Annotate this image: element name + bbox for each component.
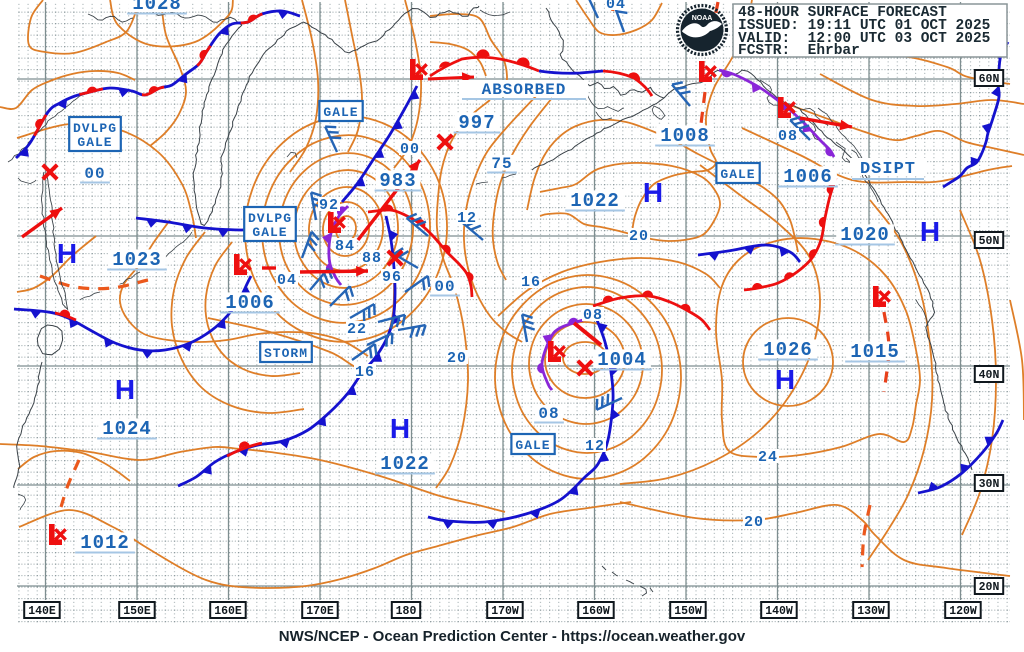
svg-text:997: 997 — [458, 112, 495, 134]
svg-text:24: 24 — [758, 449, 778, 466]
svg-text:H: H — [775, 364, 795, 395]
svg-text:04: 04 — [606, 0, 626, 13]
svg-text:H: H — [115, 374, 135, 405]
svg-text:140W: 140W — [765, 605, 793, 618]
svg-text:1020: 1020 — [840, 224, 890, 246]
svg-text:180: 180 — [396, 605, 417, 618]
svg-text:GALE: GALE — [720, 167, 755, 182]
svg-text:ISSUED: 19:11 UTC 01 OCT 2025: ISSUED: 19:11 UTC 01 OCT 2025 — [738, 18, 990, 34]
svg-text:12: 12 — [585, 438, 605, 455]
svg-text:1022: 1022 — [380, 453, 430, 475]
svg-text:75: 75 — [491, 155, 512, 173]
svg-text:00: 00 — [400, 141, 420, 158]
svg-text:FCSTR: Ehrbar: FCSTR: Ehrbar — [738, 43, 860, 59]
svg-text:08: 08 — [583, 307, 603, 324]
svg-text:GALE: GALE — [323, 105, 358, 120]
svg-text:GALE: GALE — [515, 438, 550, 453]
svg-text:NWS/NCEP - Ocean Prediction Ce: NWS/NCEP - Ocean Prediction Center - htt… — [279, 628, 746, 645]
svg-text:H: H — [57, 238, 77, 269]
svg-text:00: 00 — [84, 165, 105, 183]
svg-text:150E: 150E — [123, 605, 151, 618]
svg-text:DVLPG: DVLPG — [73, 121, 117, 136]
svg-text:48-HOUR SURFACE FORECAST: 48-HOUR SURFACE FORECAST — [738, 5, 947, 21]
svg-text:1023: 1023 — [112, 249, 162, 271]
svg-text:04: 04 — [277, 272, 297, 289]
svg-text:1012: 1012 — [80, 532, 130, 554]
svg-text:130W: 130W — [857, 605, 885, 618]
svg-text:120W: 120W — [949, 605, 977, 618]
svg-text:170W: 170W — [491, 605, 519, 618]
svg-text:1024: 1024 — [102, 418, 152, 440]
svg-text:H: H — [920, 216, 940, 247]
svg-text:STORM: STORM — [264, 346, 308, 361]
svg-text:96: 96 — [382, 269, 402, 286]
svg-text:150W: 150W — [674, 605, 702, 618]
svg-text:16: 16 — [521, 274, 541, 291]
svg-text:160W: 160W — [582, 605, 610, 618]
svg-text:1015: 1015 — [850, 341, 900, 363]
svg-text:1006: 1006 — [225, 292, 275, 314]
svg-text:16: 16 — [355, 364, 375, 381]
svg-text:ABSORBED: ABSORBED — [482, 81, 567, 99]
svg-text:160E: 160E — [214, 605, 242, 618]
svg-text:20: 20 — [447, 350, 467, 367]
svg-text:VALID: 12:00 UTC 03 OCT 2025: VALID: 12:00 UTC 03 OCT 2025 — [738, 31, 990, 47]
svg-text:170E: 170E — [306, 605, 334, 618]
svg-text:20N: 20N — [979, 581, 1000, 594]
svg-text:1026: 1026 — [763, 339, 813, 361]
svg-text:22: 22 — [347, 321, 367, 338]
svg-text:NOAA: NOAA — [692, 15, 713, 22]
svg-text:60N: 60N — [979, 73, 1000, 86]
svg-text:1028: 1028 — [132, 0, 182, 15]
svg-text:1022: 1022 — [570, 190, 620, 212]
svg-text:08: 08 — [778, 128, 798, 145]
svg-text:84: 84 — [335, 238, 355, 255]
svg-text:08: 08 — [538, 405, 559, 423]
svg-text:GALE: GALE — [252, 225, 287, 240]
svg-text:DVLPG: DVLPG — [248, 211, 292, 226]
svg-text:983: 983 — [379, 170, 416, 192]
svg-text:GALE: GALE — [77, 135, 112, 150]
svg-text:00: 00 — [434, 278, 455, 296]
svg-text:140E: 140E — [28, 605, 56, 618]
svg-text:50N: 50N — [979, 235, 1000, 248]
svg-text:H: H — [643, 177, 663, 208]
svg-text:20: 20 — [744, 514, 764, 531]
svg-text:DSIPT: DSIPT — [860, 160, 916, 179]
svg-text:1008: 1008 — [660, 125, 710, 147]
svg-text:1006: 1006 — [783, 166, 833, 188]
svg-text:20: 20 — [629, 228, 649, 245]
svg-text:1004: 1004 — [597, 349, 647, 371]
svg-text:H: H — [390, 413, 410, 444]
svg-text:12: 12 — [457, 210, 477, 227]
svg-text:88: 88 — [362, 250, 382, 267]
svg-text:30N: 30N — [979, 478, 1000, 491]
svg-text:92: 92 — [319, 197, 339, 214]
svg-text:40N: 40N — [979, 369, 1000, 382]
